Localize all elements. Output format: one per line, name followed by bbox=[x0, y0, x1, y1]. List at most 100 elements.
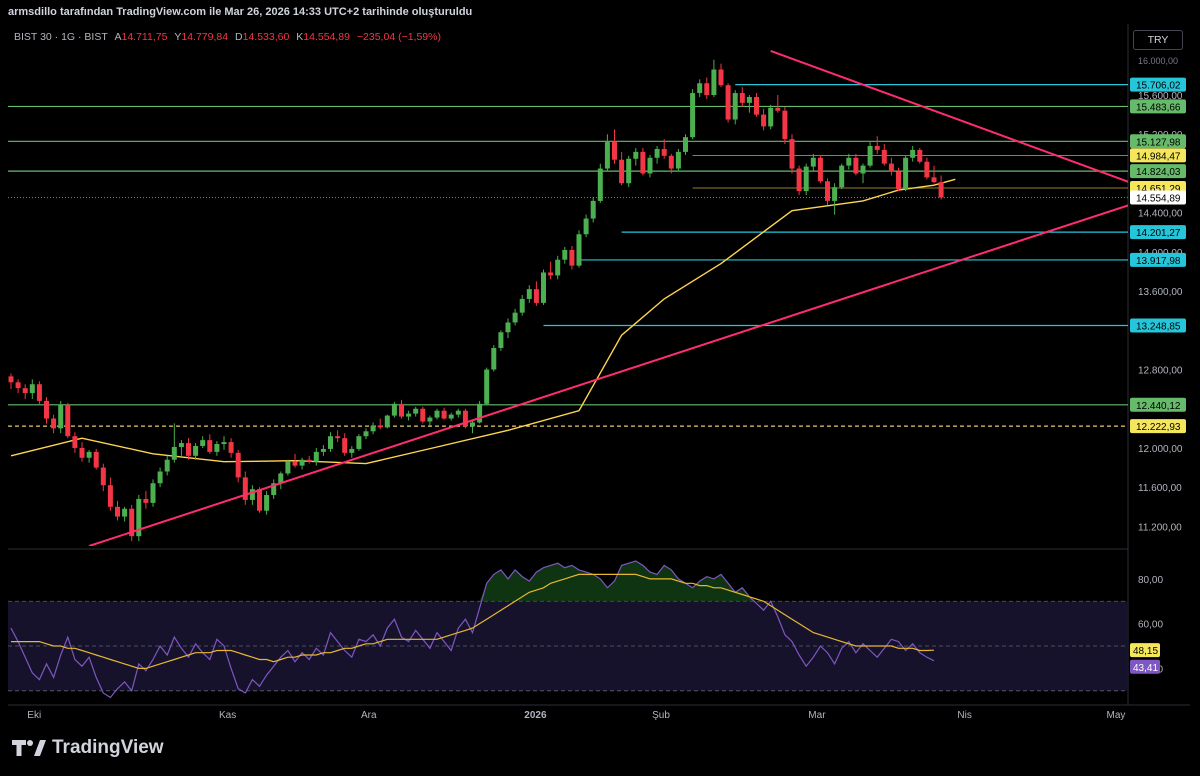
candle bbox=[881, 144, 887, 166]
candle bbox=[363, 428, 369, 440]
candle-body bbox=[477, 403, 483, 423]
candle-body bbox=[619, 159, 625, 184]
candle bbox=[661, 139, 667, 159]
level-tag-label: 14.984,47 bbox=[1136, 151, 1181, 162]
candle bbox=[29, 379, 35, 399]
candle bbox=[725, 83, 731, 123]
candle-body bbox=[420, 408, 426, 422]
candle-body bbox=[910, 149, 916, 158]
candle bbox=[739, 87, 745, 107]
candle bbox=[519, 295, 525, 316]
candle bbox=[72, 432, 78, 453]
candle bbox=[136, 495, 142, 542]
time-axis-label: Nis bbox=[957, 710, 971, 721]
candle bbox=[505, 318, 511, 339]
candle-body bbox=[690, 93, 696, 138]
candle bbox=[498, 330, 504, 351]
rsi-overbought-fill bbox=[11, 561, 934, 602]
candle bbox=[562, 246, 568, 264]
high-value: 14.779,84 bbox=[181, 31, 229, 43]
candle-body bbox=[413, 408, 419, 414]
footer-brand: TradingView bbox=[52, 737, 164, 758]
candle-body bbox=[150, 483, 156, 503]
candle bbox=[839, 163, 845, 190]
candle bbox=[107, 477, 113, 511]
candle bbox=[320, 445, 326, 456]
candle-body bbox=[654, 148, 660, 158]
candle bbox=[754, 93, 759, 117]
candle-body bbox=[626, 158, 632, 184]
candle bbox=[810, 153, 816, 172]
candle bbox=[150, 479, 156, 507]
candle-body bbox=[860, 165, 866, 174]
level-tag bbox=[1130, 164, 1186, 179]
level-tag-label: 13.917,98 bbox=[1136, 256, 1181, 267]
candle-body bbox=[399, 403, 404, 417]
candle-body bbox=[342, 438, 348, 453]
candle bbox=[938, 175, 944, 200]
candle bbox=[768, 104, 774, 130]
candle bbox=[654, 146, 660, 164]
candle bbox=[619, 151, 625, 186]
candle-body bbox=[675, 151, 681, 169]
candle-body bbox=[533, 289, 539, 303]
candle-body bbox=[72, 436, 78, 448]
candle-body bbox=[825, 181, 830, 201]
candle-body bbox=[264, 495, 270, 511]
rsi-value-tag bbox=[1130, 659, 1160, 674]
candle-body bbox=[548, 272, 554, 276]
candle-body bbox=[725, 85, 731, 120]
price-axis-tick: 14.400,00 bbox=[1138, 209, 1183, 220]
candle bbox=[413, 406, 419, 417]
candle bbox=[164, 455, 170, 476]
symbol-label[interactable]: BIST 30 · 1G · BIST bbox=[14, 31, 108, 43]
close-label: K bbox=[296, 31, 304, 43]
candle-body bbox=[484, 369, 490, 404]
candle-body bbox=[186, 443, 191, 456]
candle-body bbox=[505, 322, 511, 333]
candle-body bbox=[441, 410, 447, 419]
candle bbox=[867, 142, 873, 168]
tradingview-logo-icon bbox=[12, 740, 46, 756]
candle-body bbox=[313, 451, 319, 462]
price-axis-tick: 11.600,00 bbox=[1138, 483, 1182, 494]
candle bbox=[65, 402, 71, 439]
currency-selector[interactable]: TRY bbox=[1133, 30, 1183, 50]
candle bbox=[612, 129, 617, 164]
candle bbox=[533, 281, 539, 306]
candle-body bbox=[555, 259, 561, 276]
candle bbox=[391, 401, 397, 418]
candle-body bbox=[178, 443, 184, 447]
candle bbox=[448, 412, 454, 421]
candle-body bbox=[661, 148, 667, 156]
candle-body bbox=[817, 157, 823, 182]
candle bbox=[711, 59, 717, 97]
candle-body bbox=[65, 404, 71, 437]
candle bbox=[441, 407, 447, 420]
candle bbox=[761, 108, 767, 131]
level-tag-label: 14.554,89 bbox=[1136, 193, 1181, 204]
candle bbox=[796, 165, 802, 196]
candle bbox=[228, 438, 234, 458]
candle bbox=[8, 373, 14, 390]
candle-body bbox=[704, 83, 710, 96]
candle-body bbox=[122, 508, 128, 517]
rsi-axis-tick: 60,00 bbox=[1138, 620, 1163, 631]
candle bbox=[249, 485, 255, 505]
level-tag bbox=[1130, 148, 1186, 163]
candle-body bbox=[107, 485, 113, 507]
rsi-axis-tick: 80,00 bbox=[1138, 575, 1163, 586]
level-tag-label: 12.440,12 bbox=[1136, 401, 1181, 412]
level-tag-label: 12.222,93 bbox=[1136, 422, 1181, 433]
candle-body bbox=[718, 69, 724, 86]
high-label: Y bbox=[174, 31, 182, 43]
level-tag bbox=[1130, 318, 1186, 333]
candle-body bbox=[136, 498, 142, 537]
candle-body bbox=[427, 417, 433, 422]
candle bbox=[832, 183, 838, 215]
candle-body bbox=[746, 96, 752, 103]
candle-body bbox=[541, 272, 546, 303]
price-axis-tick: 12.000,00 bbox=[1138, 444, 1183, 455]
candle-body bbox=[271, 483, 277, 496]
